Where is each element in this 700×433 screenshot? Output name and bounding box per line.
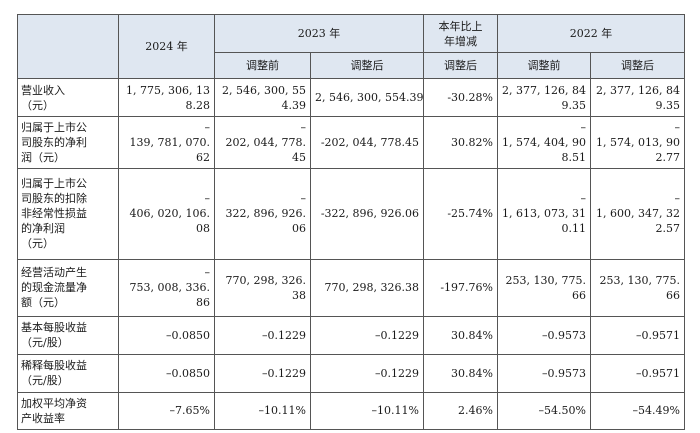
cell-2022-after: – 1, 600, 347, 32 2.57 <box>590 168 685 260</box>
header-2022-after: 调整后 <box>590 52 685 80</box>
cell-2022-after: 2, 377, 126, 84 9.35 <box>590 78 685 118</box>
table-row: 营业收入 （元） 1, 775, 306, 13 8.28 2, 546, 30… <box>17 78 685 118</box>
cell-change: -30.28% <box>423 78 498 118</box>
cell-2024: – 753, 008, 336. 86 <box>118 258 215 317</box>
cell-change: 30.82% <box>423 116 498 170</box>
row-label: 稀释每股收益 （元/股） <box>17 353 119 393</box>
cell-2023-before: 770, 298, 326. 38 <box>214 258 311 317</box>
row-label: 经营活动产生 的现金流量净 额（元） <box>17 258 119 317</box>
header-2023-after: 调整后 <box>310 52 424 80</box>
cell-2023-after: –10.11% <box>310 391 424 431</box>
cell-2022-before: –0.9573 <box>497 315 591 355</box>
cell-change: 2.46% <box>423 391 498 431</box>
cell-2023-before: –0.1229 <box>214 315 311 355</box>
cell-2023-after: 2, 546, 300, 554.39 <box>310 78 424 118</box>
cell-2023-after: 770, 298, 326.38 <box>310 258 424 317</box>
cell-2022-before: 2, 377, 126, 84 9.35 <box>497 78 591 118</box>
row-label: 加权平均净资 产收益率 <box>17 391 119 431</box>
cell-2024: 1, 775, 306, 13 8.28 <box>118 78 215 118</box>
table-row: 归属于上市公 司股东的净利 润（元） – 139, 781, 070. 62 –… <box>17 116 685 170</box>
header-2022-before: 调整前 <box>497 52 591 80</box>
table-row: 加权平均净资 产收益率 –7.65% –10.11% –10.11% 2.46%… <box>17 391 685 431</box>
cell-2022-before: –0.9573 <box>497 353 591 393</box>
cell-2023-after: -322, 896, 926.06 <box>310 168 424 260</box>
cell-change: -25.74% <box>423 168 498 260</box>
cell-2024: –0.0850 <box>118 315 215 355</box>
cell-2023-before: –0.1229 <box>214 353 311 393</box>
row-label: 营业收入 （元） <box>17 78 119 118</box>
cell-change: -197.76% <box>423 258 498 317</box>
table-row: 基本每股收益 （元/股） –0.0850 –0.1229 –0.1229 30.… <box>17 315 685 355</box>
header-change-after: 调整后 <box>423 52 498 80</box>
table-row: 稀释每股收益 （元/股） –0.0850 –0.1229 –0.1229 30.… <box>17 353 685 393</box>
cell-2022-before: 253, 130, 775. 66 <box>497 258 591 317</box>
cell-2024: – 139, 781, 070. 62 <box>118 116 215 170</box>
row-label: 归属于上市公 司股东的扣除 非经常性损益 的净利润 （元） <box>17 168 119 260</box>
cell-2023-before: 2, 546, 300, 55 4.39 <box>214 78 311 118</box>
table-row: 归属于上市公 司股东的扣除 非经常性损益 的净利润 （元） – 406, 020… <box>17 168 685 260</box>
cell-change: 30.84% <box>423 315 498 355</box>
row-label: 归属于上市公 司股东的净利 润（元） <box>17 116 119 170</box>
cell-2022-after: 253, 130, 775. 66 <box>590 258 685 317</box>
header-2023-before: 调整前 <box>214 52 311 80</box>
header-row-years: 2024 年 2023 年 本年比上 年增减 2022 年 <box>17 13 685 80</box>
header-blank <box>17 13 119 80</box>
cell-2023-after: -202, 044, 778.45 <box>310 116 424 170</box>
cell-2023-after: –0.1229 <box>310 315 424 355</box>
cell-2022-after: – 1, 574, 013, 90 2.77 <box>590 116 685 170</box>
cell-2023-before: –10.11% <box>214 391 311 431</box>
cell-2024: –0.0850 <box>118 353 215 393</box>
financial-indicators-table: 2024 年 2023 年 本年比上 年增减 2022 年 调整前 调整后 调整… <box>17 13 685 431</box>
cell-2022-before: –54.50% <box>497 391 591 431</box>
header-2024: 2024 年 <box>118 13 215 80</box>
cell-2023-before: – 322, 896, 926. 06 <box>214 168 311 260</box>
cell-2022-after: –54.49% <box>590 391 685 431</box>
cell-2022-before: – 1, 613, 073, 31 0.11 <box>497 168 591 260</box>
cell-change: 30.84% <box>423 353 498 393</box>
table-row: 经营活动产生 的现金流量净 额（元） – 753, 008, 336. 86 7… <box>17 258 685 317</box>
header-2023: 2023 年 <box>214 13 424 54</box>
cell-2024: – 406, 020, 106. 08 <box>118 168 215 260</box>
cell-2023-before: – 202, 044, 778. 45 <box>214 116 311 170</box>
header-row-sub: 调整前 调整后 调整后 调整前 调整后 <box>18 52 685 80</box>
header-2022: 2022 年 <box>497 13 685 54</box>
cell-2022-after: –0.9571 <box>590 315 685 355</box>
row-label: 基本每股收益 （元/股） <box>17 315 119 355</box>
cell-2022-after: –0.9571 <box>590 353 685 393</box>
cell-2022-before: – 1, 574, 404, 90 8.51 <box>497 116 591 170</box>
cell-2024: –7.65% <box>118 391 215 431</box>
cell-2023-after: –0.1229 <box>310 353 424 393</box>
header-change: 本年比上 年增减 <box>423 13 498 54</box>
